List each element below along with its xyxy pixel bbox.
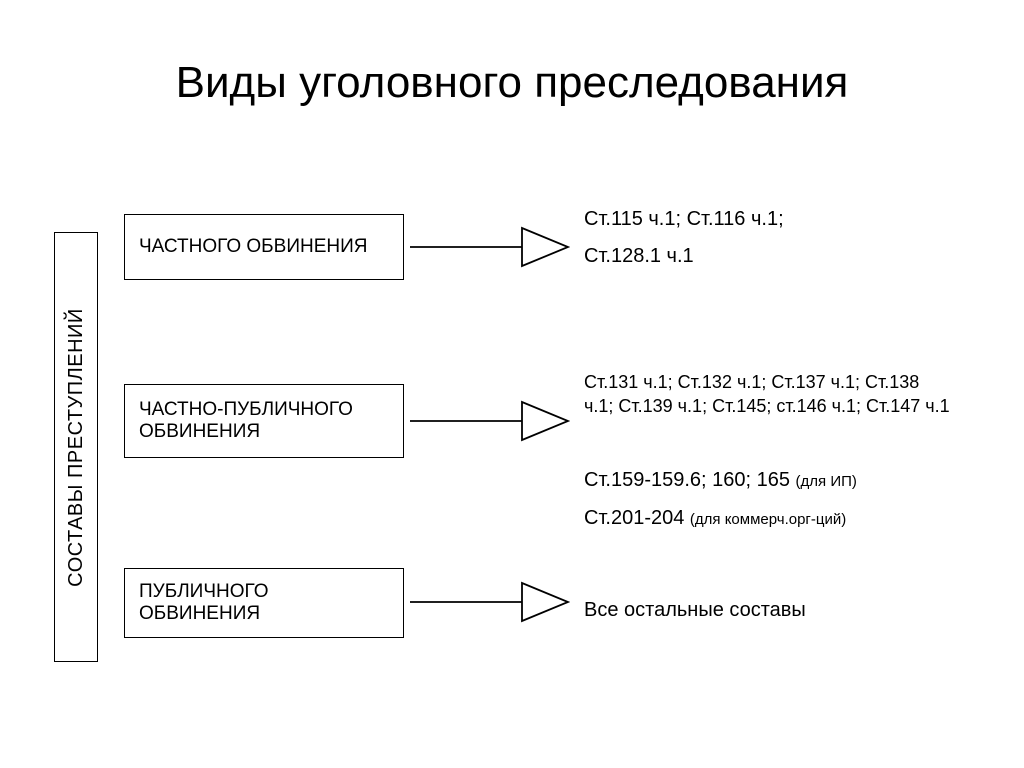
desc-line: Ст.115 ч.1; Ст.116 ч.1;	[584, 205, 784, 234]
arrow-icon	[410, 577, 570, 627]
arrow-icon	[410, 222, 570, 272]
desc-note: (для ИП)	[796, 473, 857, 490]
box-label: ПУБЛИЧНОГО ОБВИНЕНИЯ	[139, 581, 389, 625]
desc-row-2-extra-1: Ст.159-159.6; 160; 165 (для ИП)	[584, 466, 857, 495]
desc-line: Ст.128.1 ч.1	[584, 242, 784, 271]
arrow-icon	[410, 396, 570, 446]
desc-line: Ст.131 ч.1; Ст.132 ч.1; Ст.137 ч.1; Ст.1…	[584, 372, 950, 416]
diagram-canvas: Виды уголовного преследования СОСТАВЫ ПР…	[0, 0, 1024, 768]
page-title: Виды уголовного преследования	[0, 58, 1024, 108]
sidebar-box: СОСТАВЫ ПРЕСТУПЛЕНИЙ	[54, 232, 98, 662]
desc-line: Все остальные составы	[584, 599, 806, 621]
desc-row-3: Все остальные составы	[584, 596, 806, 625]
desc-row-1: Ст.115 ч.1; Ст.116 ч.1; Ст.128.1 ч.1	[584, 205, 784, 271]
desc-row-2: Ст.131 ч.1; Ст.132 ч.1; Ст.137 ч.1; Ст.1…	[584, 370, 952, 419]
box-label: ЧАСТНОГО ОБВИНЕНИЯ	[139, 236, 367, 258]
box-public-accusation: ПУБЛИЧНОГО ОБВИНЕНИЯ	[124, 568, 404, 638]
box-private-accusation: ЧАСТНОГО ОБВИНЕНИЯ	[124, 214, 404, 280]
desc-text: Ст.159-159.6; 160; 165	[584, 469, 796, 491]
box-label: ЧАСТНО-ПУБЛИЧНОГО ОБВИНЕНИЯ	[139, 399, 389, 443]
desc-text: Ст.201-204	[584, 507, 690, 529]
desc-row-2-extra-2: Ст.201-204 (для коммерч.орг-ций)	[584, 504, 846, 533]
desc-note: (для коммерч.орг-ций)	[690, 511, 846, 528]
sidebar-label: СОСТАВЫ ПРЕСТУПЛЕНИЙ	[65, 308, 88, 587]
box-private-public-accusation: ЧАСТНО-ПУБЛИЧНОГО ОБВИНЕНИЯ	[124, 384, 404, 458]
